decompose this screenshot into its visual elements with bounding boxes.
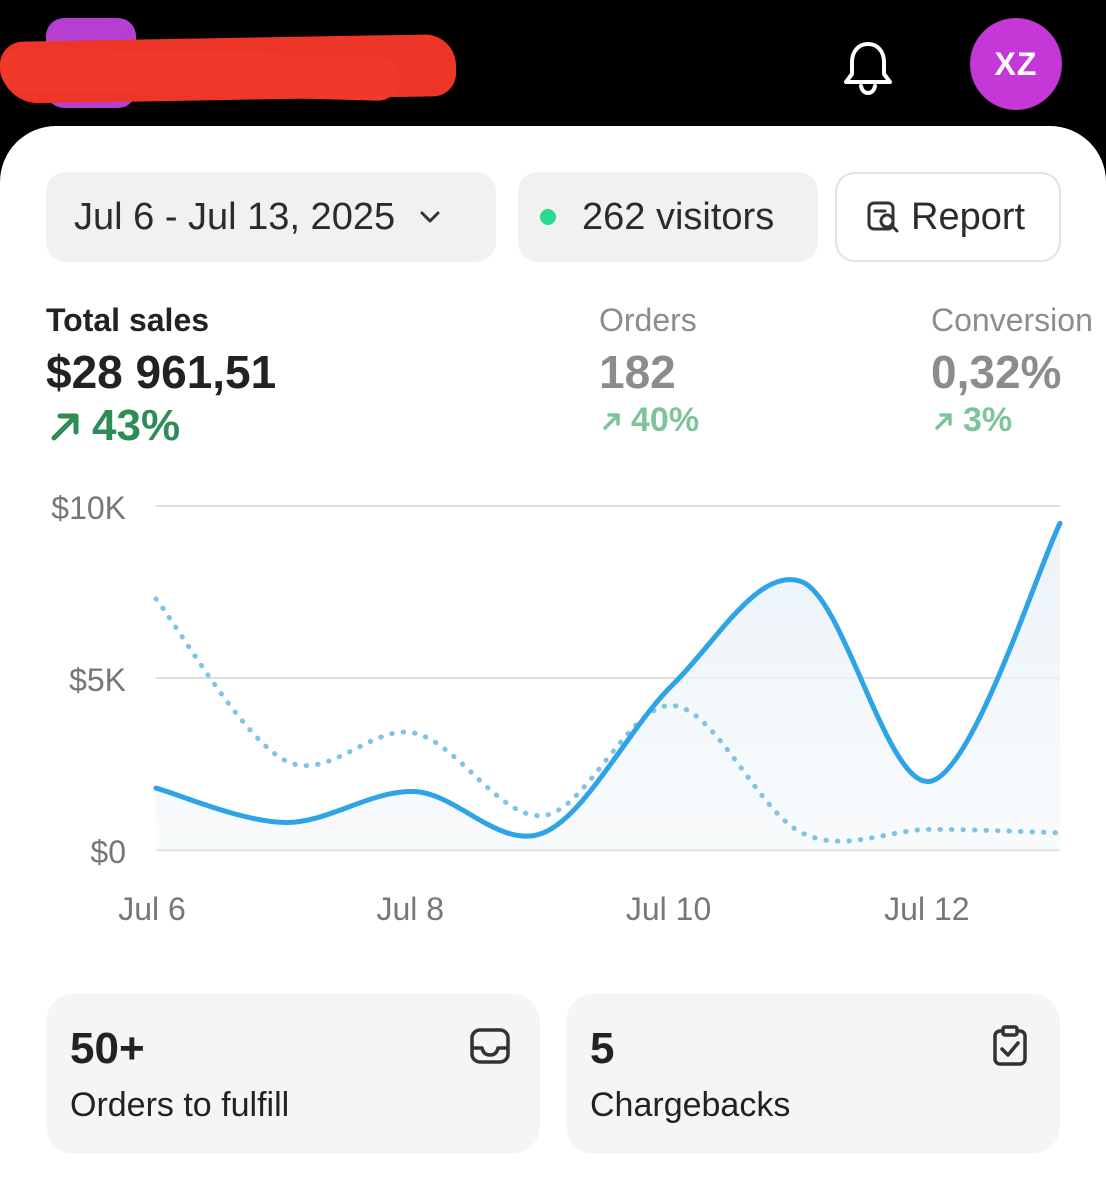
x-tick-label: Jul 8 — [376, 891, 444, 927]
series-line-current-period — [153, 520, 1063, 839]
metric-change: 40% — [599, 401, 699, 440]
metric-value: $28 961,51 — [46, 346, 277, 398]
live-visitors-button[interactable]: 262 visitors — [518, 172, 818, 262]
inbox-tray-icon — [470, 1028, 510, 1064]
visitors-label: 262 visitors — [582, 195, 775, 238]
date-range-selector[interactable]: Jul 6 - Jul 13, 2025 — [46, 172, 496, 262]
metric-value: 0,32% — [931, 346, 1062, 398]
metric-total-sales[interactable]: Total sales $28 961,51 43% — [46, 302, 276, 451]
metric-change-value: 3% — [963, 401, 1013, 439]
dashboard-card: Jul 6 - Jul 13, 2025 262 visitors Report… — [0, 126, 1106, 1200]
report-search-icon — [867, 201, 899, 233]
x-tick-label: Jul 10 — [626, 891, 711, 927]
metric-label: Orders — [599, 302, 697, 338]
report-label: Report — [911, 195, 1026, 238]
metric-label: Total sales — [46, 302, 210, 338]
metric-change: 3% — [931, 401, 1093, 440]
metric-change: 43% — [46, 401, 276, 451]
tile-count: 5 — [590, 1024, 615, 1073]
metric-orders[interactable]: Orders 182 40% — [599, 302, 699, 440]
report-button[interactable]: Report — [835, 172, 1061, 262]
tile-count: 50+ — [70, 1024, 145, 1073]
metric-conversion[interactable]: Conversion 0,32% 3% — [931, 302, 1093, 440]
tile-caption: Chargebacks — [590, 1086, 791, 1124]
tile-caption: Orders to fulfill — [70, 1086, 290, 1124]
date-range-label: Jul 6 - Jul 13, 2025 — [74, 195, 396, 238]
arrow-up-right-icon — [935, 412, 952, 430]
avatar[interactable]: XZ — [970, 18, 1062, 110]
y-tick-label: $5K — [69, 662, 126, 698]
series-area-fill — [156, 523, 1060, 850]
series-line-previous-period — [153, 596, 1063, 844]
chevron-down-icon — [420, 211, 440, 223]
y-tick-label: $10K — [51, 490, 126, 526]
top-bar: XZ — [0, 0, 1106, 140]
metric-change-value: 40% — [631, 401, 700, 439]
metric-label: Conversion — [931, 302, 1093, 338]
sales-line-chart[interactable]: $10K $5K $0 Jul 6 Jul 8 Jul 10 Jul 12 — [0, 476, 1106, 946]
y-tick-label: $0 — [90, 834, 126, 870]
metric-value: 182 — [599, 346, 676, 398]
chargebacks-tile[interactable]: 5 Chargebacks — [566, 994, 1060, 1154]
arrow-up-right-icon — [603, 412, 620, 430]
orders-to-fulfill-tile[interactable]: 50+ Orders to fulfill — [46, 994, 540, 1154]
x-tick-label: Jul 6 — [118, 891, 186, 927]
online-dot — [540, 209, 556, 225]
x-tick-label: Jul 12 — [884, 891, 969, 927]
clipboard-check-icon — [993, 1025, 1027, 1066]
metric-change-value: 43% — [92, 401, 181, 450]
bell-icon[interactable] — [836, 36, 900, 100]
arrow-up-right-icon — [51, 413, 79, 441]
